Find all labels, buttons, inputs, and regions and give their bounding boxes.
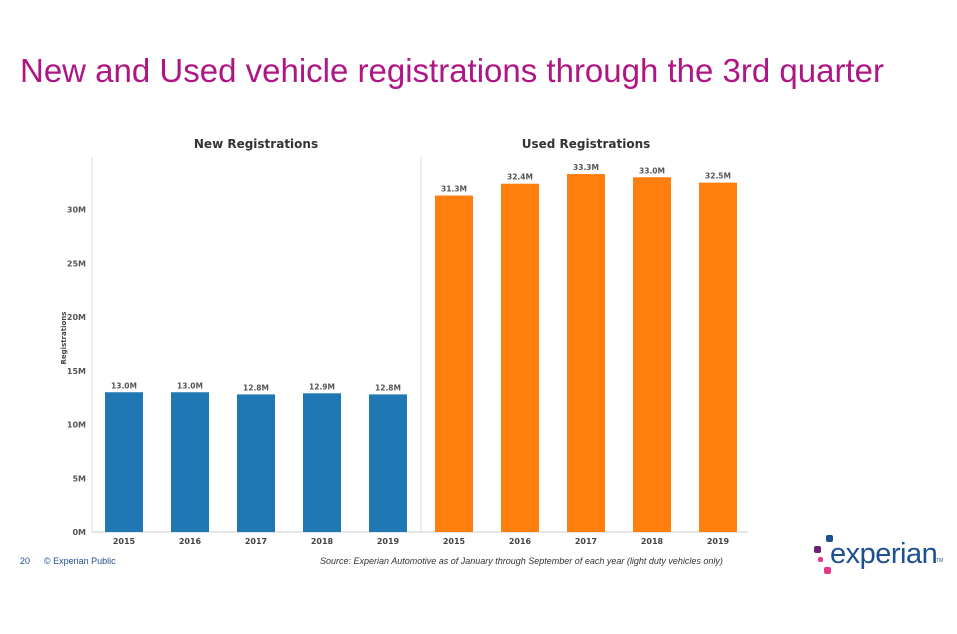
logo-wordmark: experian [830,538,938,570]
bar-value-label: 33.0M [639,166,665,175]
panel-title: Used Registrations [522,137,651,151]
bar [567,174,605,532]
logo-trademark: TM [936,558,944,564]
panel-title: New Registrations [194,137,318,151]
x-tick-label: 2015 [113,537,136,546]
bar [435,195,473,532]
x-tick-label: 2017 [575,537,597,546]
copyright-text: © Experian Public [44,556,116,566]
bar [171,392,209,532]
page-number: 20 [20,556,31,566]
slide-title: New and Used vehicle registrations throu… [20,52,884,89]
x-tick-label: 2019 [377,537,400,546]
experian-logo: experian TM [812,534,947,580]
bar-value-label: 13.0M [177,381,203,390]
x-tick-label: 2019 [707,537,730,546]
bar [237,394,275,532]
bar-value-label: 12.9M [309,382,335,391]
bar-value-label: 12.8M [243,383,269,392]
y-tick-label: 25M [67,259,86,268]
x-tick-label: 2016 [509,537,532,546]
bar [369,394,407,532]
logo-dot-purple [814,546,821,553]
y-tick-label: 30M [67,206,86,215]
logo-dot-blue [826,535,833,542]
x-tick-label: 2018 [311,537,334,546]
y-axis-label: Registrations [60,312,68,365]
bar-value-label: 31.3M [441,185,467,194]
x-tick-label: 2015 [443,537,466,546]
logo-dot-pink-small [818,557,823,562]
x-tick-label: 2017 [245,537,267,546]
logo-dot-pink [824,567,831,574]
x-tick-label: 2016 [179,537,202,546]
source-note: Source: Experian Automotive as of Januar… [320,556,723,566]
bar-value-label: 32.5M [705,172,731,181]
bar [105,392,143,532]
y-tick-label: 0M [72,528,86,537]
bar-value-label: 32.4M [507,173,533,182]
y-tick-label: 5M [72,474,86,483]
registrations-chart: 0M 5M 10M 15M 20M 25M 30M Registrations New Regi… [60,137,748,546]
bar-value-label: 33.3M [573,163,599,172]
bar-value-label: 13.0M [111,381,137,390]
bar [501,183,539,532]
y-tick-label: 10M [67,421,86,430]
y-tick-label: 20M [67,313,86,322]
bar [633,177,671,532]
x-tick-label: 2018 [641,537,664,546]
bar [303,393,341,532]
y-tick-label: 15M [67,367,86,376]
bar [699,182,737,532]
bar-value-label: 12.8M [375,383,401,392]
